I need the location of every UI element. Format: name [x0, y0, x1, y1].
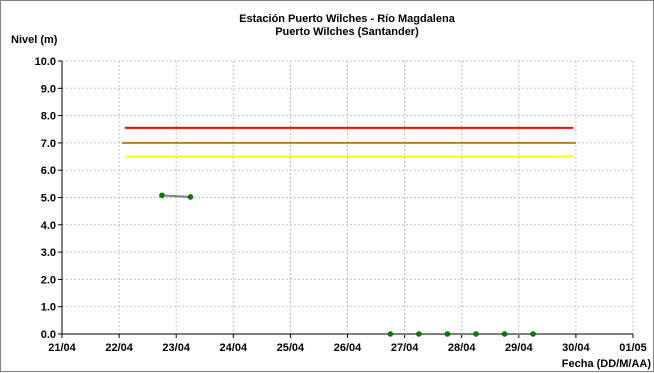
y-tick-label: 6.0: [41, 165, 56, 177]
x-tick-label: 01/05: [619, 342, 647, 354]
x-tick-label: 26/04: [334, 342, 362, 354]
y-tick-label: 3.0: [41, 247, 56, 259]
y-tick-label: 4.0: [41, 220, 56, 232]
x-tick-label: 27/04: [391, 342, 419, 354]
x-axis-label: Fecha (DD/M/AA): [562, 358, 652, 370]
chart-title: Estación Puerto Wilches - Río Magdalena: [239, 13, 456, 25]
x-tick-label: 22/04: [105, 342, 133, 354]
data-point: [416, 331, 422, 337]
data-point: [530, 331, 536, 337]
y-tick-label: 0.0: [41, 329, 56, 341]
x-tick-label: 21/04: [48, 342, 76, 354]
y-tick-label: 2.0: [41, 274, 56, 286]
y-tick-label: 8.0: [41, 111, 56, 123]
data-point: [473, 331, 479, 337]
data-point: [444, 331, 451, 337]
series-line: [161, 194, 191, 198]
chart-subtitle: Puerto Wilches (Santander): [275, 26, 419, 38]
x-tick-label: 25/04: [277, 342, 305, 354]
x-tick-label: 24/04: [220, 342, 248, 354]
x-tick-label: 30/04: [562, 342, 590, 354]
data-point: [159, 192, 165, 199]
x-tick-label: 28/04: [448, 342, 476, 354]
data-point: [187, 194, 194, 200]
x-tick-label: 23/04: [162, 342, 190, 354]
y-tick-label: 9.0: [41, 83, 56, 95]
y-axis-label: Nivel (m): [11, 34, 58, 46]
y-tick-label: 10.0: [35, 56, 56, 68]
y-tick-label: 5.0: [41, 193, 56, 205]
y-tick-label: 1.0: [41, 302, 56, 314]
data-point: [501, 331, 508, 337]
y-tick-label: 7.0: [41, 138, 56, 150]
x-tick-label: 29/04: [505, 342, 533, 354]
data-point: [387, 331, 394, 337]
